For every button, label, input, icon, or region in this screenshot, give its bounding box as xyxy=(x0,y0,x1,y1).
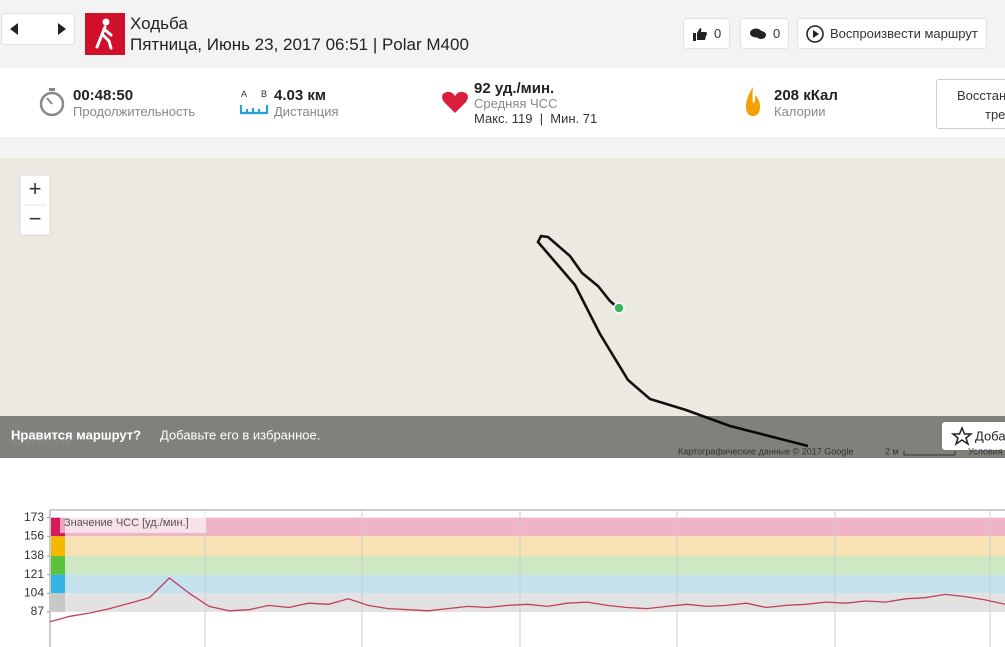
hr-zone xyxy=(65,536,1005,557)
map-attribution: Картографические данные © 2017 Google xyxy=(678,446,853,456)
hr-zone xyxy=(65,556,1005,575)
like-button[interactable]: 0 xyxy=(684,19,730,48)
hr-label: Средняя ЧСС xyxy=(474,96,558,111)
map-scale: 2 м xyxy=(885,446,899,456)
duration-label: Продолжительность xyxy=(73,104,196,119)
nav-buttons[interactable] xyxy=(2,14,74,44)
favorite-button[interactable]: Доба xyxy=(975,428,1005,443)
prev-icon[interactable] xyxy=(8,22,20,36)
flame-icon xyxy=(746,87,760,116)
restore-button[interactable]: Восстан тре xyxy=(936,79,1005,129)
sport-icon xyxy=(85,13,125,55)
hr-zone-marker xyxy=(51,593,65,612)
y-tick-label: 138 xyxy=(24,548,44,562)
activity-title: Ходьба xyxy=(130,14,188,33)
replay-button[interactable]: Воспроизвести маршрут xyxy=(798,19,986,48)
hr-line xyxy=(49,577,1005,623)
zoom-out[interactable]: − xyxy=(29,206,42,231)
legend-box xyxy=(60,513,206,533)
hr-value: 92 уд./мин. xyxy=(474,80,555,97)
map: + − Google Нравится маршрут? Добавьте ег… xyxy=(0,158,1005,458)
distance-icon-a: A xyxy=(241,89,248,99)
comment-icon xyxy=(750,28,766,39)
distance-icon-b: B xyxy=(261,89,268,99)
zoom-in[interactable]: + xyxy=(29,176,42,201)
heart-icon xyxy=(442,91,468,113)
y-tick-label: 156 xyxy=(24,528,44,542)
calories-label: Калории xyxy=(774,104,826,119)
comment-button[interactable]: 0 xyxy=(741,19,789,48)
comment-count: 0 xyxy=(773,26,781,41)
map-terms[interactable]: Условия xyxy=(968,446,1003,456)
y-tick-label: 121 xyxy=(24,567,44,581)
hr-zone-marker xyxy=(51,536,65,557)
hr-zone-marker xyxy=(51,574,65,594)
legend-label: Значение ЧСС [уд./мин.] xyxy=(64,517,189,529)
hr-zone xyxy=(65,574,1005,594)
y-tick-label: 87 xyxy=(31,604,45,618)
distance-label: Дистанция xyxy=(274,104,339,119)
hr-zone-marker xyxy=(51,556,65,575)
hr-zone-marker xyxy=(51,517,65,537)
banner-question: Нравится маршрут? xyxy=(11,427,141,442)
restore-label-1: Восстан xyxy=(957,88,1005,103)
stopwatch-icon xyxy=(39,88,65,117)
google-logo: Google xyxy=(10,429,75,450)
next-icon[interactable] xyxy=(56,22,68,36)
activity-subtitle: Пятница, Июнь 23, 2017 06:51 | Polar M40… xyxy=(130,35,469,54)
like-icon xyxy=(693,27,707,41)
hr-zone xyxy=(65,517,1005,537)
y-tick-label: 104 xyxy=(24,585,44,599)
play-icon xyxy=(806,24,824,43)
like-count: 0 xyxy=(714,26,722,41)
spacer xyxy=(0,137,1005,158)
stats-bar xyxy=(0,70,1005,137)
calories-value: 208 кКал xyxy=(774,87,838,104)
banner-text: Добавьте его в избранное. xyxy=(160,427,320,442)
y-tick-label: 173 xyxy=(24,510,44,524)
restore-label-2: тре xyxy=(985,107,1005,122)
duration-value: 00:48:50 xyxy=(73,87,134,104)
distance-value: 4.03 км xyxy=(274,87,326,104)
ruler-icon xyxy=(239,105,269,115)
hr-range: Макс. 119 | Мин. 71 xyxy=(474,111,598,126)
hr-zone xyxy=(65,593,1005,612)
replay-label: Воспроизвести маршрут xyxy=(830,26,978,41)
plot-frame xyxy=(49,509,1005,647)
